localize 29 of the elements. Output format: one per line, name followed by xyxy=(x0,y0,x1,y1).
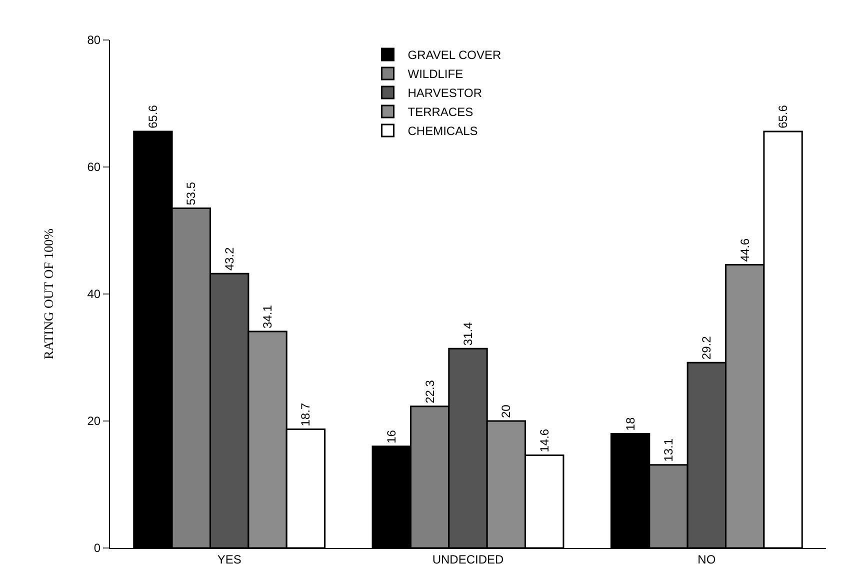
data-label: 13.1 xyxy=(661,438,676,462)
data-label: 16 xyxy=(384,430,399,444)
data-label: 18 xyxy=(623,417,638,431)
data-label: 44.6 xyxy=(738,238,752,262)
data-label: 14.6 xyxy=(537,428,552,452)
data-label: 18.7 xyxy=(298,402,313,426)
data-label: 34.1 xyxy=(260,304,275,328)
legend-label: GRAVEL COVER xyxy=(408,48,502,62)
data-label: 65.6 xyxy=(146,104,160,128)
data-label: 20 xyxy=(499,404,514,418)
y-tick-label: 40 xyxy=(87,287,101,302)
x-tick-label: NO xyxy=(698,552,716,566)
x-tick-label: YES xyxy=(217,552,242,566)
y-tick-label: 0 xyxy=(94,541,101,556)
y-tick-label: 60 xyxy=(87,160,101,174)
legend-label: CHEMICALS xyxy=(408,124,478,138)
data-label: 53.5 xyxy=(184,182,198,206)
y-axis-title: RATING OUT OF 100% xyxy=(41,228,56,360)
data-label: 29.2 xyxy=(700,336,714,360)
data-label: 31.4 xyxy=(461,322,475,346)
data-label: 65.6 xyxy=(776,104,790,128)
legend-label: TERRACES xyxy=(408,105,474,120)
legend-label: HARVESTOR xyxy=(408,86,482,100)
data-label: 22.3 xyxy=(422,380,437,404)
x-tick-label: UNDECIDED xyxy=(432,552,504,566)
data-label: 43.2 xyxy=(222,247,236,271)
legend-label: WILDLIFE xyxy=(408,67,464,82)
y-tick-label: 80 xyxy=(87,33,101,48)
y-tick-label: 20 xyxy=(87,414,101,428)
